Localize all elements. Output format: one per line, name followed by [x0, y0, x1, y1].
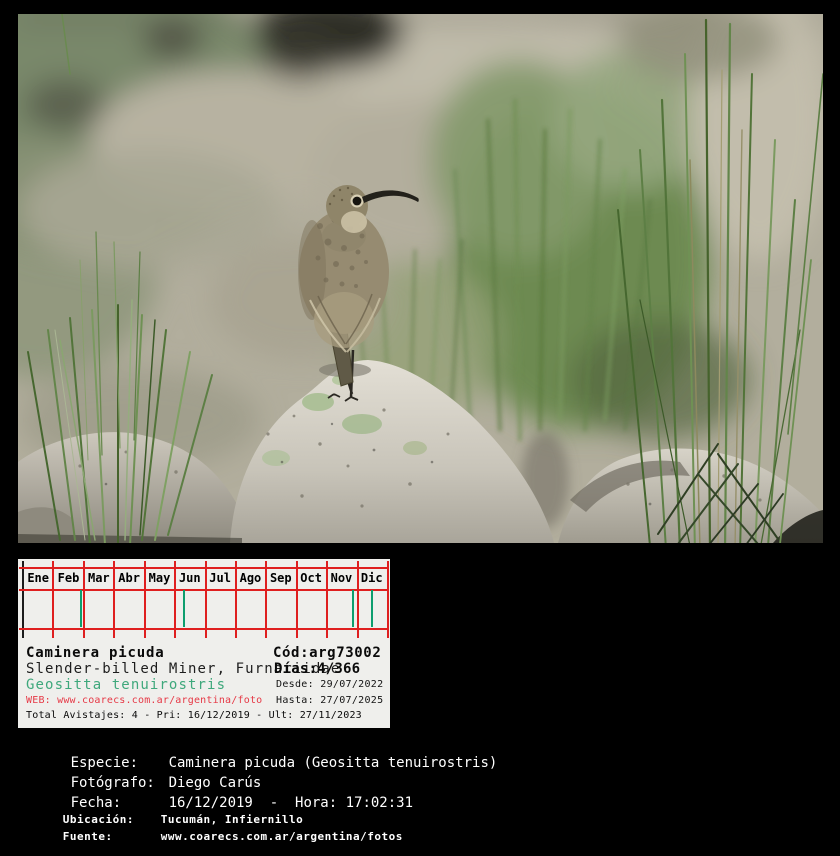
source-url[interactable]: www.coarecs.com.ar/argentina/fotos [160, 830, 403, 843]
calendar-column-line [204, 561, 207, 638]
month-label: Dic [360, 571, 383, 585]
detail-value: Tucumán, Infiernillo [160, 813, 304, 826]
month-label: Jun [178, 571, 201, 585]
calendar-horizontal-line [19, 589, 389, 591]
calendar-column-line [143, 561, 146, 638]
calendar-left-border [22, 561, 24, 638]
calendar-column-line [387, 561, 389, 638]
calendar-column-line [82, 561, 85, 638]
detail-label: Ubicación: [62, 813, 134, 826]
calendar-column-line [52, 561, 55, 638]
calendar-horizontal-line [19, 567, 389, 569]
bird [298, 185, 419, 402]
month-label: Nov [330, 571, 353, 585]
detail-row-fecha: Fecha: 16/12/2019 - Hora: 17:02:31 [20, 779, 413, 827]
calendar-column-line [113, 561, 116, 638]
web-url[interactable]: WEB: www.coarecs.com.ar/argentina/foto [26, 695, 263, 706]
common-name: Caminera picuda [26, 645, 165, 661]
detail-row-ubicacion: Ubicación: Tucumán, Infiernillo [20, 800, 303, 839]
sightings-calendar: Ene Feb Mar Abr May Jun Jul Ago Sep Oct Nov Dic [18, 559, 390, 639]
calendar-column-line [234, 561, 237, 638]
detail-value: Diego Carús [168, 775, 262, 791]
detail-label: Fotógrafo: [70, 775, 155, 791]
scientific-name: Geositta tenuirostris [26, 677, 227, 693]
month-label: Feb [57, 571, 80, 585]
month-label: Oct [300, 571, 322, 585]
days-count: Días:4/366 [274, 661, 361, 677]
month-label: Abr [118, 571, 140, 585]
month-header-row: Ene Feb Mar Abr May Jun Jul Ago Sep Oct Nov Dic [23, 568, 387, 588]
period-from: Desde: 29/07/2022 [276, 679, 384, 690]
month-label: Mar [87, 571, 110, 585]
calendar-column-line [356, 561, 359, 638]
calendar-column-line [265, 561, 268, 638]
period-to: Hasta: 27/07/2025 [276, 695, 384, 706]
calendar-horizontal-line [19, 628, 389, 630]
sighting-tick [182, 590, 185, 627]
month-label: Sep [269, 571, 292, 585]
bird-photo [18, 14, 823, 543]
bird-photo-illustration [18, 14, 823, 543]
detail-row-fotografo: Fotógrafo: Diego Carús [20, 759, 262, 807]
detail-label: Fecha: [70, 795, 122, 811]
sightings-totals: Total Avistajes: 4 - Pri: 16/12/2019 - U… [26, 710, 362, 721]
month-label: Jul [209, 571, 231, 585]
detail-row-especie: Especie: Caminera picuda (Geositta tenuir… [20, 739, 498, 787]
sighting-tick [80, 590, 83, 627]
month-label: Ene [27, 571, 49, 585]
detail-value: Caminera picuda (Geositta tenuirostris) [168, 755, 498, 771]
detail-row-fuente: Fuente: www.coarecs.com.ar/argentina/foto… [20, 817, 403, 856]
sighting-tick [370, 590, 373, 627]
species-code: Cód:arg73002 [273, 645, 382, 661]
calendar-column-line [295, 561, 298, 638]
detail-value: 16/12/2019 - Hora: 17:02:31 [168, 795, 414, 811]
month-label: May [148, 571, 171, 585]
species-record-card: Ene Feb Mar Abr May Jun Jul Ago Sep Oct Nov Dic Cam… [18, 559, 390, 728]
detail-label: Fuente: [62, 830, 113, 843]
month-label: Ago [239, 571, 262, 585]
calendar-column-line [326, 561, 329, 638]
english-name: Slender-billed Miner, Furnariidae [26, 661, 341, 677]
sighting-tick [352, 590, 354, 627]
calendar-column-line [174, 561, 177, 638]
detail-label: Especie: [70, 755, 139, 771]
